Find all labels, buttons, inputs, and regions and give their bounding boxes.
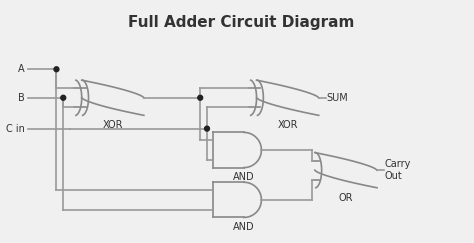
Circle shape <box>61 95 66 100</box>
Text: B: B <box>18 93 24 103</box>
Text: Carry
Out: Carry Out <box>385 159 411 181</box>
Text: C in: C in <box>6 124 24 134</box>
Text: SUM: SUM <box>327 93 348 103</box>
Text: Full Adder Circuit Diagram: Full Adder Circuit Diagram <box>128 15 354 30</box>
Text: OR: OR <box>338 193 353 203</box>
Circle shape <box>198 95 203 100</box>
Text: XOR: XOR <box>102 120 123 130</box>
Text: AND: AND <box>233 222 255 232</box>
Circle shape <box>205 126 210 131</box>
Text: XOR: XOR <box>277 120 298 130</box>
Text: AND: AND <box>233 173 255 182</box>
Text: A: A <box>18 64 24 74</box>
Circle shape <box>54 67 59 72</box>
